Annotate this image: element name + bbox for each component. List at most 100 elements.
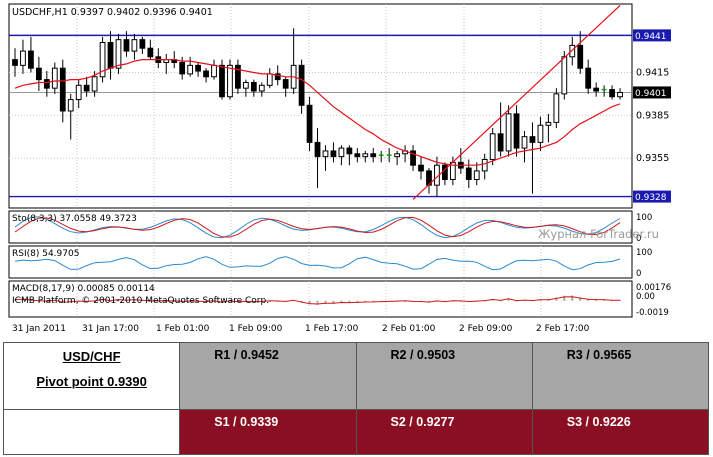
r3-cell: R3 / 0.9565 [531,342,710,410]
indicator-tick-label: 100 [636,213,652,223]
candle-body [298,64,305,106]
candle-body [505,113,512,152]
indicator-label: RSI(8) 54.9705 [12,249,79,259]
candle-body [28,50,34,69]
candle-body [195,64,201,72]
candle-body [139,39,146,49]
candle-body [394,153,401,158]
moving-average-line [14,59,621,166]
price-level-tag [633,29,671,42]
candle-body [593,87,600,92]
candle-body [609,89,615,98]
indicator-panel-frame [8,280,633,318]
price-level-label: 0.9441 [635,32,667,42]
s3-cell: S3 / 0.9226 [531,409,710,455]
candle-body [147,47,154,58]
rsi-line [14,256,621,271]
indicator-label: MACD(8,17,9) 0.00085 0.00114 [12,284,155,294]
macd-histogram-bar [587,298,590,301]
pivot-point: Pivot point 0.9390 [36,374,147,389]
indicator-tick-label: 100 [636,248,652,258]
x-tick-label: 1 Feb 09:00 [229,324,283,334]
indicator-panel-frame [8,245,633,279]
price-chart: 0.9415 0.9385 0.9355 0.9441 0.9328 0.9401 USDC… [8,3,671,334]
currency-pair: USD/CHF [62,349,121,364]
candle-body [553,93,560,123]
x-tick-label: 2 Feb 17:00 [536,324,590,334]
candle-body [577,44,584,69]
x-tick-label: 1 Feb 17:00 [305,324,359,334]
candle-body [585,67,592,89]
candle-body [20,50,26,66]
y-tick-label: 0.9355 [636,153,669,164]
r2-label: R2 / 0.9503 [390,348,456,362]
macd-histogram-bar [21,298,24,301]
candle-body [330,150,337,158]
current-price-tag [633,86,671,99]
candle-body [266,73,273,86]
indicator-tick-label: 0.00 [636,292,655,302]
s3-label: S3 / 0.9226 [566,415,631,429]
macd-histogram-bar [324,300,327,305]
r3-label: R3 / 0.9565 [566,348,632,362]
macd-signal-line [14,296,621,305]
candle-body [12,59,18,66]
price-level-label: 0.9328 [635,193,667,203]
candle-body [274,73,281,81]
macd-histogram-bar [579,297,582,301]
candle-body [227,64,233,98]
candle-body [282,79,289,89]
candle-body [346,147,353,155]
macd-histogram-bar [348,300,351,304]
current-price-label: 0.9401 [635,89,667,99]
chart-canvas: 0.9415 0.9385 0.9355 0.9441 0.9328 0.9401 USDC… [8,3,671,334]
candle-body [410,150,416,166]
r2-cell: R2 / 0.9503 [355,342,533,410]
s2-label: S2 / 0.9277 [390,415,455,429]
main-panel-frame [8,3,633,209]
candle-body [203,70,209,78]
macd-histogram-bar [340,300,343,304]
candle-body [235,64,241,89]
macd-histogram-bar [14,299,16,301]
candle-body [537,124,544,143]
x-tick-label: 1 Feb 01:00 [156,324,210,334]
candle-body [489,133,496,160]
trendline [412,4,621,200]
s1-label: S1 / 0.9339 [214,415,279,429]
candle-body [123,39,130,52]
candle-body [51,67,58,89]
candle-body [59,67,66,112]
candle-body [250,81,257,92]
candle-body [91,76,98,92]
macd-histogram-bar [220,300,223,303]
indicator-tick-label: 0 [636,234,641,244]
candle-body [473,170,480,180]
macd-histogram-bar [619,300,622,302]
indicator-label: Sto(8,3,3) 37.0558 49.3723 [12,214,137,224]
candle-body [75,84,82,101]
candle-body [529,136,536,143]
r1-label: R1 / 0.9452 [214,348,279,362]
candle-body [569,44,576,58]
watermark-text: Журнал ForTrader.ru [538,227,659,241]
s2-cell: S2 / 0.9277 [355,409,533,455]
candle-body [306,104,313,143]
candle-body [131,39,138,52]
pivot-table: USD/CHF Pivot point 0.9390 R1 / 0.9452 R… [2,342,710,455]
macd-histogram-bar [507,298,510,301]
x-tick-label: 2 Feb 01:00 [382,324,436,334]
price-level-tag [633,190,671,203]
x-tick-label: 2 Feb 09:00 [459,324,513,334]
copyright-text: ICMB Platform, © 2001-2010 MetaQuotes So… [12,296,269,306]
candle-body [418,164,424,172]
candle-body [242,81,249,89]
candle-body [521,136,528,149]
candle-body [179,61,186,75]
candle-body [67,99,74,112]
s1-cell: S1 / 0.9339 [179,409,357,455]
stochastic-signal-line [14,216,621,238]
candle-body [35,67,42,81]
x-tick-label: 31 Jan 17:00 [82,324,139,334]
symbol-ohlc-label: USDCHF,H1 0.9397 0.9402 0.9396 0.9401 [12,7,213,18]
